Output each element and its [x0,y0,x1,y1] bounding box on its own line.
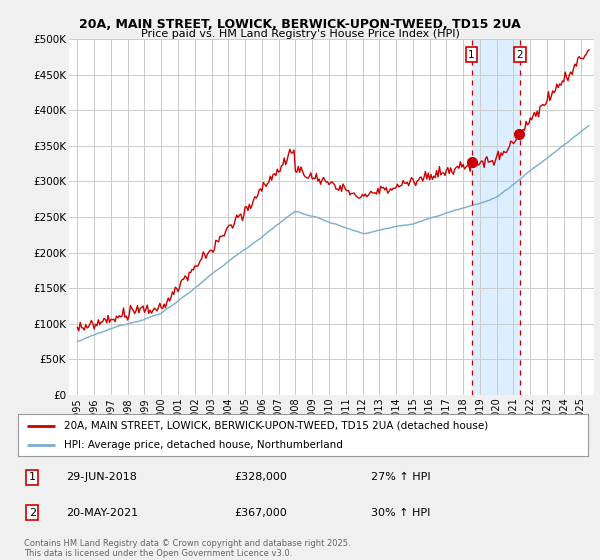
Text: HPI: Average price, detached house, Northumberland: HPI: Average price, detached house, Nort… [64,440,343,450]
Bar [472,39,520,395]
Text: £328,000: £328,000 [235,473,287,482]
Text: 30% ↑ HPI: 30% ↑ HPI [371,508,431,517]
Text: Price paid vs. HM Land Registry's House Price Index (HPI): Price paid vs. HM Land Registry's House … [140,29,460,39]
Text: 1: 1 [29,473,36,482]
Text: Contains HM Land Registry data © Crown copyright and database right 2025.
This d: Contains HM Land Registry data © Crown c… [24,539,350,558]
Text: 29-JUN-2018: 29-JUN-2018 [67,473,137,482]
Text: 2: 2 [517,50,523,60]
Text: 20-MAY-2021: 20-MAY-2021 [67,508,139,517]
Text: 2: 2 [29,508,36,517]
Text: 20A, MAIN STREET, LOWICK, BERWICK-UPON-TWEED, TD15 2UA (detached house): 20A, MAIN STREET, LOWICK, BERWICK-UPON-T… [64,421,488,431]
Text: 27% ↑ HPI: 27% ↑ HPI [371,473,431,482]
Text: 1: 1 [468,50,475,60]
Text: £367,000: £367,000 [235,508,287,517]
Text: 20A, MAIN STREET, LOWICK, BERWICK-UPON-TWEED, TD15 2UA: 20A, MAIN STREET, LOWICK, BERWICK-UPON-T… [79,18,521,31]
